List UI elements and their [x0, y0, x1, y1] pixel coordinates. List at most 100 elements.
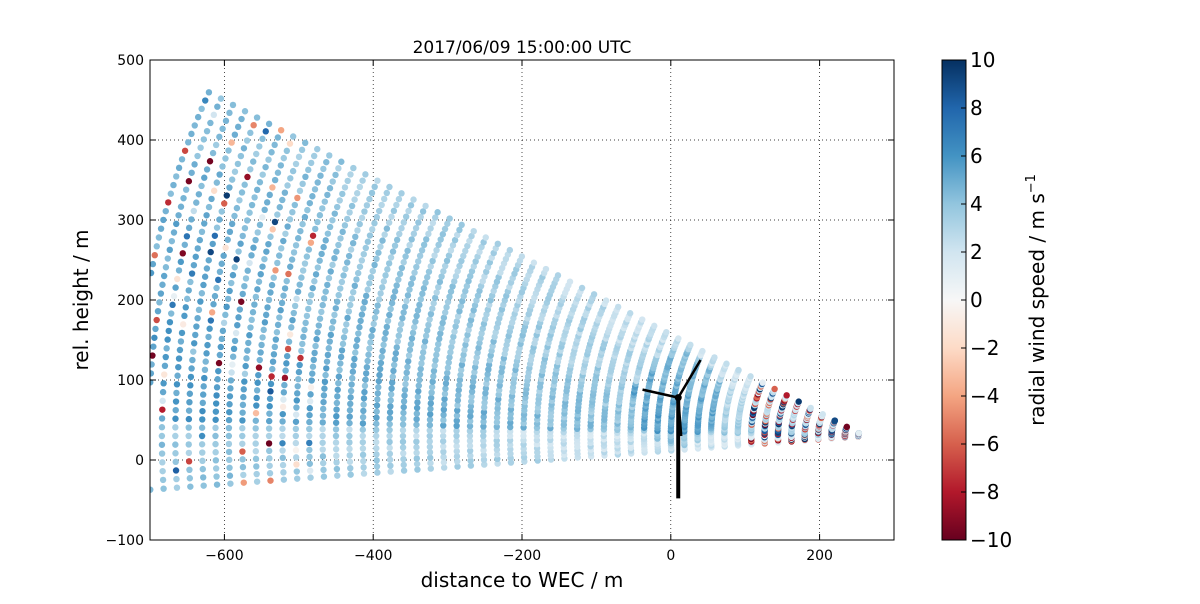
data-point [172, 441, 179, 448]
data-point [467, 413, 474, 420]
data-point [441, 390, 449, 398]
data-point [398, 264, 406, 272]
data-point [306, 411, 313, 419]
data-point [396, 326, 404, 334]
data-point [467, 403, 475, 410]
data-point [180, 194, 187, 202]
data-point [305, 166, 312, 174]
data-point [234, 160, 242, 168]
data-point [399, 427, 407, 434]
data-point [356, 220, 363, 228]
data-point [353, 343, 360, 350]
data-point [442, 385, 449, 392]
data-point [175, 212, 182, 219]
data-point [198, 290, 206, 297]
data-point [306, 467, 314, 474]
data-point [198, 105, 205, 113]
data-point [206, 158, 214, 165]
data-point [400, 259, 407, 266]
data-point [268, 373, 275, 380]
data-point [199, 457, 206, 465]
data-point [411, 269, 418, 276]
data-point [462, 247, 469, 255]
turbine-hub [674, 394, 682, 402]
data-point [159, 406, 166, 413]
data-point [252, 440, 259, 447]
data-point [314, 329, 321, 336]
data-point [188, 216, 195, 223]
data-point [466, 237, 473, 245]
data-point [265, 120, 273, 128]
data-point [192, 253, 199, 260]
data-point [350, 362, 357, 369]
data-point [478, 243, 485, 251]
data-point [354, 190, 361, 197]
data-point [268, 149, 275, 156]
data-point [223, 192, 230, 199]
data-point [159, 459, 166, 466]
data-point [349, 368, 357, 375]
data-point [187, 483, 194, 490]
data-point [363, 202, 371, 209]
data-point [466, 427, 474, 435]
data-point [151, 334, 158, 341]
data-point [413, 427, 420, 434]
data-point [266, 470, 274, 477]
data-point [254, 379, 261, 386]
data-point [213, 179, 221, 186]
data-point [426, 427, 433, 434]
data-point [399, 315, 406, 322]
data-point [329, 217, 336, 224]
data-point [173, 475, 180, 483]
data-point [406, 241, 413, 249]
data-point [379, 347, 386, 355]
data-point [386, 311, 393, 319]
data-point [454, 231, 461, 239]
data-point [241, 108, 249, 115]
data-point [428, 389, 435, 396]
data-point [445, 252, 453, 259]
data-point [391, 242, 399, 249]
data-point [185, 449, 193, 457]
data-point [402, 253, 409, 260]
data-point [323, 365, 330, 372]
data-point [554, 272, 562, 279]
data-point [279, 196, 286, 204]
data-point [388, 379, 396, 386]
data-point [455, 392, 462, 399]
data-point [293, 461, 300, 468]
data-point [340, 334, 348, 341]
data-point [188, 365, 195, 372]
data-point [266, 410, 273, 417]
data-point [327, 268, 334, 275]
data-point [154, 307, 162, 315]
data-point [344, 259, 351, 266]
data-point [172, 467, 180, 474]
data-point [191, 340, 198, 347]
data-point [292, 439, 300, 447]
data-point [383, 225, 391, 232]
data-point [295, 368, 303, 376]
data-point [626, 310, 634, 317]
data-point [414, 399, 421, 406]
data-point [226, 408, 233, 416]
data-point [494, 455, 501, 463]
data-point [283, 277, 290, 285]
data-point [285, 338, 293, 345]
data-point [381, 335, 388, 343]
y-tick-label: 200 [117, 293, 144, 309]
data-point [266, 395, 274, 402]
data-point [480, 408, 488, 416]
data-point [307, 391, 314, 398]
data-point [277, 162, 285, 169]
data-point [337, 285, 344, 292]
data-point [150, 486, 154, 493]
data-point [292, 418, 300, 425]
data-point [451, 328, 458, 335]
data-point [347, 394, 354, 401]
data-point [246, 209, 253, 216]
data-point [386, 444, 393, 452]
data-point [843, 423, 851, 431]
x-axis-label: distance to WEC / m [421, 568, 624, 592]
data-point [335, 241, 342, 249]
